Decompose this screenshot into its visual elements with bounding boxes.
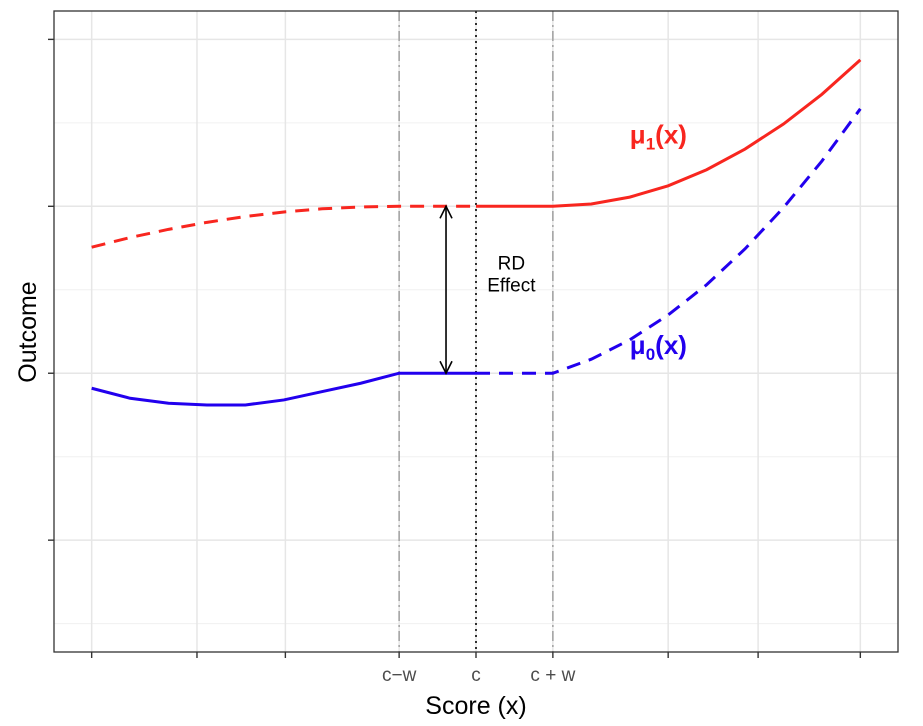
rd-effect-label-line2: Effect: [487, 275, 536, 296]
mu1-label: μ1(x): [630, 120, 687, 154]
axis-ticks: c−w c c + w: [48, 38, 862, 686]
series-line: [91, 371, 476, 407]
series-line: [91, 204, 476, 249]
arrow-head-top: [439, 204, 453, 219]
arrow-head-bottom: [439, 360, 453, 376]
reference-lines: [398, 11, 554, 652]
y-axis-label: Outcome: [14, 281, 42, 382]
series-line: [476, 58, 862, 208]
rd-effect-arrow: [439, 204, 453, 376]
x-tick-label: c−w: [382, 665, 417, 686]
x-tick-label: c: [471, 665, 481, 686]
mu0-label: μ0(x): [630, 330, 687, 364]
series-lines: [91, 58, 862, 407]
series-line: [476, 107, 862, 375]
x-tick-label: c + w: [530, 665, 575, 686]
x-axis-label: Score (x): [425, 692, 526, 720]
rd-effect-label-line1: RD: [498, 254, 525, 275]
